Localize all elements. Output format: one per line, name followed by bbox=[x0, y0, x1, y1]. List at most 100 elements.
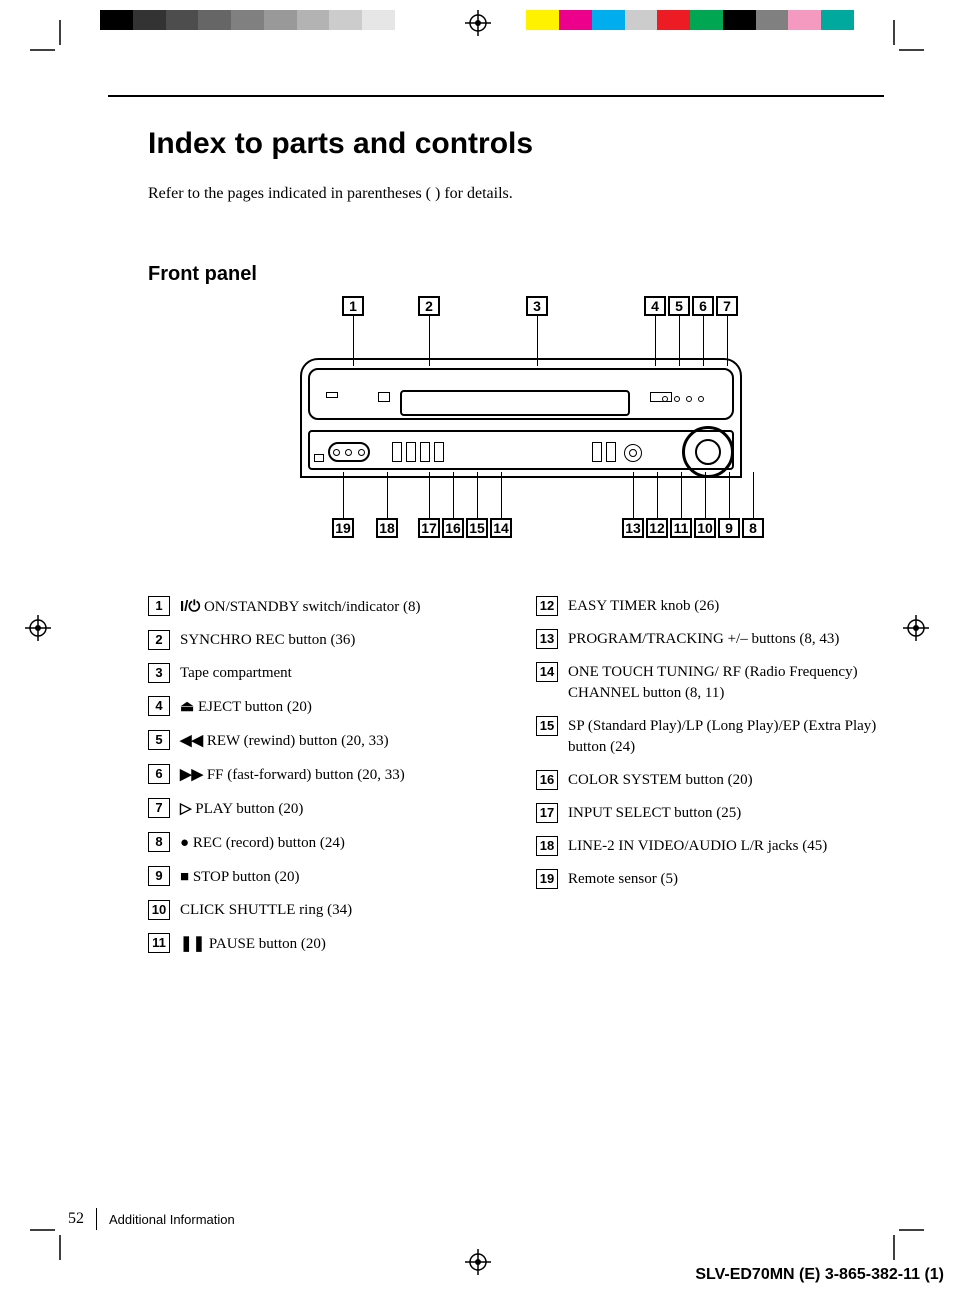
page-footer: 52 Additional Information bbox=[68, 1208, 884, 1230]
document-id: SLV-ED70MN (E) 3-865-382-11 (1) bbox=[695, 1266, 944, 1284]
item-label: STOP button (20) bbox=[189, 869, 299, 885]
crop-mark bbox=[30, 1220, 70, 1260]
crop-mark bbox=[30, 20, 70, 60]
item-number-box: 16 bbox=[536, 770, 558, 790]
item-label: SP (Standard Play)/LP (Long Play)/EP (Ex… bbox=[568, 718, 876, 755]
page-number: 52 bbox=[68, 1210, 84, 1228]
item-label: INPUT SELECT button (25) bbox=[568, 805, 741, 821]
leader-line bbox=[343, 472, 344, 518]
item-text: ❚❚ PAUSE button (20) bbox=[180, 933, 496, 955]
parts-list-item: 6▶▶ FF (fast-forward) button (20, 33) bbox=[148, 764, 496, 786]
item-symbol: ❚❚ bbox=[180, 935, 205, 952]
item-text: Tape compartment bbox=[180, 663, 496, 684]
item-number-box: 17 bbox=[536, 803, 558, 823]
item-label: ONE TOUCH TUNING/ RF (Radio Frequency) C… bbox=[568, 664, 858, 701]
item-label: LINE-2 IN VIDEO/AUDIO L/R jacks (45) bbox=[568, 838, 827, 854]
parts-list-item: 8 ● REC (record) button (24) bbox=[148, 832, 496, 854]
registration-mark-icon bbox=[465, 10, 491, 41]
callout-number: 5 bbox=[668, 296, 690, 316]
parts-list: 1 I/⏻ ON/STANDBY switch/indicator (8) 2 SYN… bbox=[148, 596, 884, 967]
vcr-top-section bbox=[308, 368, 734, 420]
item-label: COLOR SYSTEM button (20) bbox=[568, 772, 753, 788]
callout-number: 16 bbox=[442, 518, 464, 538]
item-text: ◀◀ REW (rewind) button (20, 33) bbox=[180, 730, 496, 752]
item-label: Tape compartment bbox=[180, 665, 292, 681]
item-text: ■ STOP button (20) bbox=[180, 866, 496, 888]
item-symbol: ⏏ bbox=[180, 698, 194, 715]
item-number-box: 2 bbox=[148, 630, 170, 650]
leader-line bbox=[429, 472, 430, 518]
leader-line bbox=[729, 472, 730, 518]
item-text: ▷ PLAY button (20) bbox=[180, 798, 496, 820]
vcr-bottom-section bbox=[308, 430, 734, 470]
parts-list-item: 14 ONE TOUCH TUNING/ RF (Radio Frequency)… bbox=[536, 662, 884, 704]
item-text: Remote sensor (5) bbox=[568, 869, 884, 890]
leader-line bbox=[387, 472, 388, 518]
item-number-box: 4 bbox=[148, 696, 170, 716]
leader-line bbox=[705, 472, 706, 518]
item-text: SYNCHRO REC button (36) bbox=[180, 630, 496, 651]
leader-line bbox=[353, 316, 354, 366]
leader-line bbox=[633, 472, 634, 518]
item-number-box: 8 bbox=[148, 832, 170, 852]
item-number-box: 10 bbox=[148, 900, 170, 920]
item-number-box: 3 bbox=[148, 663, 170, 683]
leader-line bbox=[429, 316, 430, 366]
leader-line bbox=[501, 472, 502, 518]
item-number-box: 7 bbox=[148, 798, 170, 818]
parts-list-item: 17 INPUT SELECT button (25) bbox=[536, 803, 884, 824]
leader-line bbox=[753, 472, 754, 518]
item-text: CLICK SHUTTLE ring (34) bbox=[180, 900, 496, 921]
page-title: Index to parts and controls bbox=[148, 127, 884, 161]
leader-line bbox=[477, 472, 478, 518]
parts-list-item: 5 ◀◀ REW (rewind) button (20, 33) bbox=[148, 730, 496, 752]
callout-number: 9 bbox=[718, 518, 740, 538]
callout-number: 14 bbox=[490, 518, 512, 538]
callout-number: 18 bbox=[376, 518, 398, 538]
callout-number: 10 bbox=[694, 518, 716, 538]
page-content-area: Index to parts and controls Refer to the… bbox=[108, 95, 884, 1230]
item-label: PAUSE button (20) bbox=[205, 936, 326, 952]
item-label: Remote sensor (5) bbox=[568, 871, 678, 887]
parts-list-item: 18LINE-2 IN VIDEO/AUDIO L/R jacks (45) bbox=[536, 836, 884, 857]
parts-list-item: 9 ■ STOP button (20) bbox=[148, 866, 496, 888]
leader-line bbox=[657, 472, 658, 518]
item-number-box: 9 bbox=[148, 866, 170, 886]
item-label: CLICK SHUTTLE ring (34) bbox=[180, 902, 352, 918]
item-label: PLAY button (20) bbox=[192, 801, 304, 817]
parts-list-item: 4 ⏏ EJECT button (20) bbox=[148, 696, 496, 718]
item-label: EJECT button (20) bbox=[194, 699, 312, 715]
parts-list-item: 11❚❚ PAUSE button (20) bbox=[148, 933, 496, 955]
item-text: ● REC (record) button (24) bbox=[180, 832, 496, 854]
item-number-box: 13 bbox=[536, 629, 558, 649]
item-number-box: 15 bbox=[536, 716, 558, 736]
item-text: SP (Standard Play)/LP (Long Play)/EP (Ex… bbox=[568, 716, 884, 758]
vcr-body bbox=[300, 358, 742, 478]
item-symbol: ▶▶ bbox=[180, 766, 203, 783]
item-symbol: ● bbox=[180, 834, 189, 851]
leader-line bbox=[681, 472, 682, 518]
registration-mark-icon bbox=[465, 1249, 491, 1280]
parts-list-item: 15 SP (Standard Play)/LP (Long Play)/EP (… bbox=[536, 716, 884, 758]
leader-line bbox=[679, 316, 680, 366]
item-number-box: 5 bbox=[148, 730, 170, 750]
item-text: LINE-2 IN VIDEO/AUDIO L/R jacks (45) bbox=[568, 836, 884, 857]
item-text: ONE TOUCH TUNING/ RF (Radio Frequency) C… bbox=[568, 662, 884, 704]
item-symbol: ■ bbox=[180, 868, 189, 885]
item-symbol: ◀◀ bbox=[180, 732, 203, 749]
item-text: COLOR SYSTEM button (20) bbox=[568, 770, 884, 791]
item-text: I/⏻ ON/STANDBY switch/indicator (8) bbox=[180, 596, 496, 618]
item-label: REC (record) button (24) bbox=[189, 835, 345, 851]
leader-line bbox=[655, 316, 656, 366]
item-number-box: 1 bbox=[148, 596, 170, 616]
item-number-box: 12 bbox=[536, 596, 558, 616]
item-number-box: 14 bbox=[536, 662, 558, 682]
parts-list-item: 1 I/⏻ ON/STANDBY switch/indicator (8) bbox=[148, 596, 496, 618]
callout-number: 19 bbox=[332, 518, 354, 538]
crop-mark bbox=[884, 20, 924, 60]
callout-number: 15 bbox=[466, 518, 488, 538]
item-number-box: 6 bbox=[148, 764, 170, 784]
tape-slot bbox=[400, 390, 630, 416]
parts-list-item: 13PROGRAM/TRACKING +/– buttons (8, 43) bbox=[536, 629, 884, 650]
callout-number: 8 bbox=[742, 518, 764, 538]
